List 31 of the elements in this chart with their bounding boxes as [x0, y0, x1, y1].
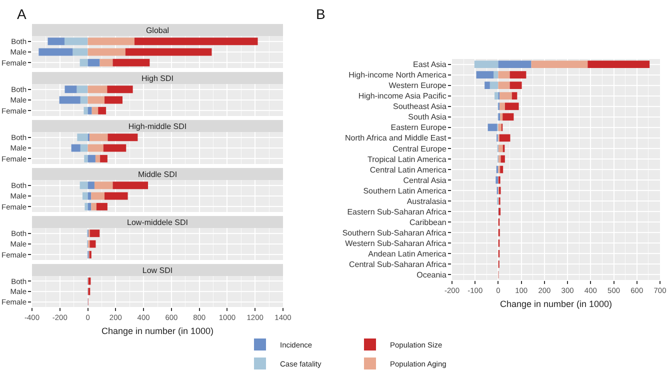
y-tick-label: Central Latin America [370, 165, 447, 174]
y-tick-label: Southern Sub-Saharan Africa [342, 228, 447, 238]
y-tick-label: Central Asia [403, 176, 447, 185]
y-tick-label: Eastern Sub-Saharan Africa [347, 207, 447, 216]
y-tick-label: High-income Asia Pacific [358, 92, 446, 101]
text: B [316, 6, 326, 22]
y-tick-label: Western Europe [388, 81, 447, 90]
y-tick-label: Tropical Latin America [368, 154, 447, 164]
y-tick-label: Caribbean [409, 218, 446, 227]
y-tick-label: Western Sub-Saharan Africa [345, 238, 447, 248]
y-tick-label: East Asia [413, 60, 447, 70]
chart-title: Global [146, 26, 170, 35]
y-tick-label: Australasia [406, 196, 447, 206]
y-tick-label: South Asia [408, 112, 447, 122]
y-tick-label: Southeast Asia [393, 102, 447, 112]
y-tick-label: Andean Latin America [368, 249, 447, 258]
chart-title: Low-middele SDI [127, 218, 188, 227]
chart-title: High SDI [141, 74, 174, 83]
y-tick-label: High-income North America [348, 70, 447, 80]
chart-title: Low SDI [142, 266, 173, 275]
y-tick-label: Oceania [416, 270, 447, 280]
y-tick-label: Central Sub-Saharan Africa [349, 260, 447, 270]
chart-title: High-middle SDI [128, 122, 187, 131]
y-tick-label: North Africa and Middle East [345, 134, 448, 143]
x-axis-title: Change in number (in 1000) [101, 326, 214, 336]
x-axis-title: Change in number (in 1000) [500, 298, 612, 309]
y-tick-label: Eastern Europe [390, 123, 447, 132]
text: A [17, 6, 27, 22]
y-tick-label: Central Europe [392, 144, 447, 154]
chart-title: Middle SDI [138, 170, 178, 179]
y-tick-label: Southern Latin America [363, 186, 447, 196]
